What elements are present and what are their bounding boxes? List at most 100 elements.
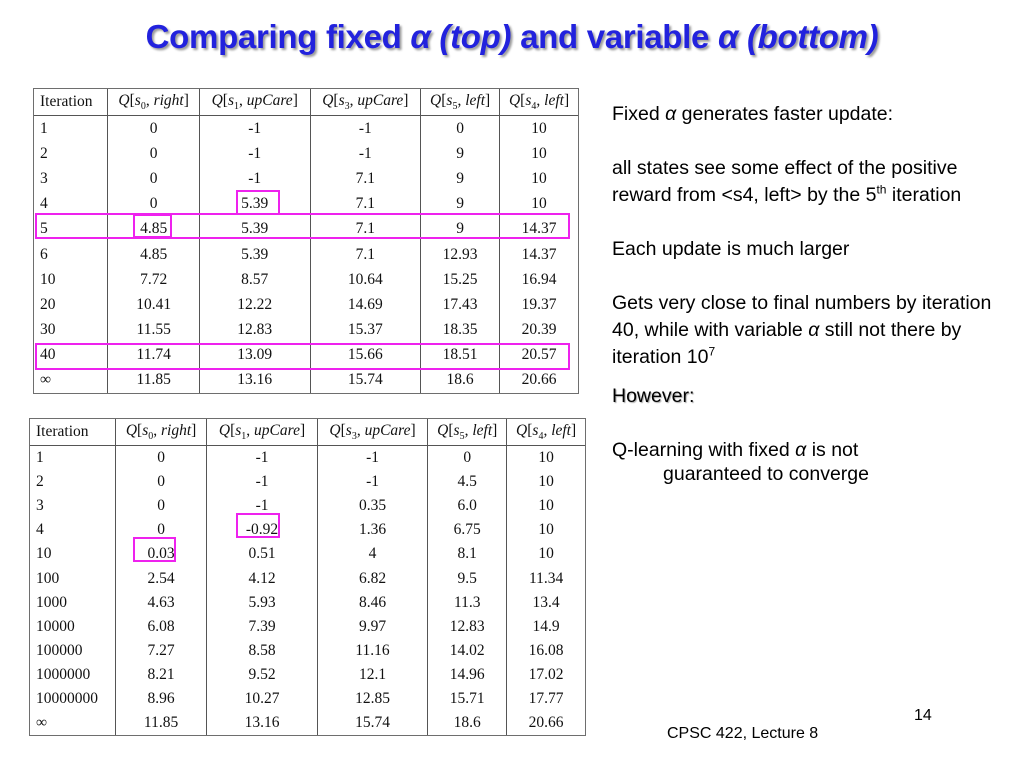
footer-text: CPSC 422, Lecture 8	[667, 725, 819, 742]
q-value-cell: 12.83	[427, 614, 507, 639]
header-separator: ,	[543, 421, 552, 439]
q-value-cell: 4.5	[427, 470, 507, 495]
q-value-cell: -1	[198, 166, 311, 192]
header-q: Q	[211, 91, 223, 109]
q-value-cell: 10	[506, 445, 585, 471]
table-row: 20 10.41 12.22 14.69 17.43 19.37	[34, 292, 578, 318]
q-value-cell: 10.64	[309, 267, 421, 293]
header-separator: ,	[356, 421, 365, 439]
q-value-cell: 7.1	[309, 216, 421, 242]
q-value-cell: 15.74	[316, 710, 428, 735]
header-action: left	[465, 91, 486, 109]
q-value-cell: 12.93	[420, 241, 500, 268]
header-subscript: 5	[459, 431, 465, 443]
q-value-cell: 10	[506, 542, 585, 567]
header-state: s	[525, 91, 532, 109]
q-value-cell: 9.52	[206, 662, 318, 687]
header-state: s	[446, 91, 453, 109]
header-action: left	[544, 91, 564, 109]
q-value-cell: -1	[316, 470, 428, 495]
iteration-cell: 1	[40, 119, 48, 137]
header-q: Q	[437, 421, 449, 439]
q-value-cell: 12.1	[316, 662, 428, 687]
header-separator: ,	[457, 91, 466, 109]
table-row: ∞ 11.85 13.16 15.74 18.6 20.66	[34, 367, 578, 393]
q-value-cell: 18.35	[420, 317, 500, 343]
q-value-cell: 14.9	[506, 614, 585, 639]
column-header: Q[s4, left]	[506, 419, 585, 446]
note-larger-update: Each update is much larger	[612, 238, 850, 260]
q-value-cell: 12.85	[316, 686, 428, 711]
q-value-cell: -1	[198, 141, 311, 167]
q-value-cell: 11.74	[107, 342, 200, 368]
header-q: Q	[118, 91, 130, 109]
column-header: Q[s0, right]	[114, 419, 207, 446]
q-value-cell: 13.4	[506, 590, 585, 615]
q-value-cell: 6.08	[114, 614, 207, 639]
header-bracket: [	[527, 421, 533, 439]
header-subscript: 1	[234, 101, 239, 113]
iteration-cell: 3	[36, 497, 44, 515]
iteration-cell: 40	[40, 346, 56, 364]
header-subscript: 3	[351, 431, 357, 443]
q-value-cell: 4.63	[114, 590, 207, 615]
q-value-cell: 0.03	[114, 542, 207, 567]
q-value-cell: 18.51	[420, 342, 500, 368]
header-subscript: 0	[148, 431, 154, 443]
q-value-cell: 5.39	[198, 216, 311, 242]
column-header: Q[s4, left]	[499, 89, 578, 116]
header-subscript: 3	[344, 101, 350, 113]
q-value-cell: 11.16	[316, 638, 428, 663]
q-value-cell: -1	[316, 445, 428, 471]
table-row: 10 7.72 8.57 10.64 15.25 16.94	[34, 267, 578, 293]
q-value-cell: 0	[107, 166, 200, 192]
iteration-cell: 1000	[36, 593, 67, 611]
q-value-cell: -1	[309, 141, 421, 167]
q-value-cell: 0	[107, 191, 200, 217]
column-header: Iteration	[34, 89, 108, 116]
iteration-cell: ∞	[36, 713, 48, 731]
header-state: s	[338, 91, 345, 109]
table-row: 10000 6.08 7.39 9.97 12.83 14.9	[30, 614, 585, 639]
q-value-cell: 0.51	[206, 542, 318, 567]
header-bracket: [	[340, 421, 346, 439]
q-value-cell: 10	[499, 166, 578, 192]
iteration-cell: 10000	[36, 617, 75, 635]
q-value-cell: 11.3	[427, 590, 507, 615]
q-value-cell: 15.66	[309, 342, 421, 368]
header-separator: ,	[239, 91, 247, 109]
header-action: upCare	[246, 91, 293, 109]
q-value-cell: 14.37	[499, 216, 578, 242]
q-value-cell: -1	[206, 494, 318, 519]
q-value-cell: 12.22	[198, 292, 311, 318]
iteration-cell: 100	[36, 569, 60, 587]
header-action: upCare	[357, 91, 404, 109]
iteration-cell: 100000	[36, 641, 83, 659]
q-value-cell: -1	[206, 445, 318, 471]
q-value-cell: 6.82	[316, 566, 428, 591]
q-value-cell: -1	[206, 470, 318, 495]
header-action: upCare	[364, 421, 411, 439]
q-value-cell: 0.35	[316, 494, 428, 519]
header-action: left	[472, 421, 493, 439]
q-value-cell: 15.71	[427, 686, 507, 711]
header-subscript: 5	[452, 101, 458, 113]
q-value-cell: 9.5	[427, 566, 507, 591]
header-action: left	[551, 421, 571, 439]
q-value-cell: 4.85	[107, 216, 200, 242]
q-value-cell: 20.57	[499, 342, 578, 368]
table-row: 1000 4.63 5.93 8.46 11.3 13.4	[30, 590, 585, 615]
iteration-cell: 2	[36, 473, 44, 491]
table-row: ∞ 11.85 13.16 15.74 18.6 20.66	[30, 710, 585, 735]
iteration-cell: 10	[36, 545, 52, 563]
q-value-cell: 14.69	[309, 292, 421, 318]
column-header: Q[s0, right]	[107, 89, 200, 116]
q-value-cell: 7.1	[309, 241, 421, 268]
table-row: 4 0 -0.92 1.36 6.75 10	[30, 518, 585, 543]
q-value-cell: 7.1	[309, 166, 421, 192]
q-value-cell: 10	[506, 470, 585, 495]
header-separator: ,	[153, 421, 161, 439]
header-state: s	[453, 421, 460, 439]
q-value-cell: 16.08	[506, 638, 585, 663]
q-value-cell: 9	[420, 191, 500, 217]
